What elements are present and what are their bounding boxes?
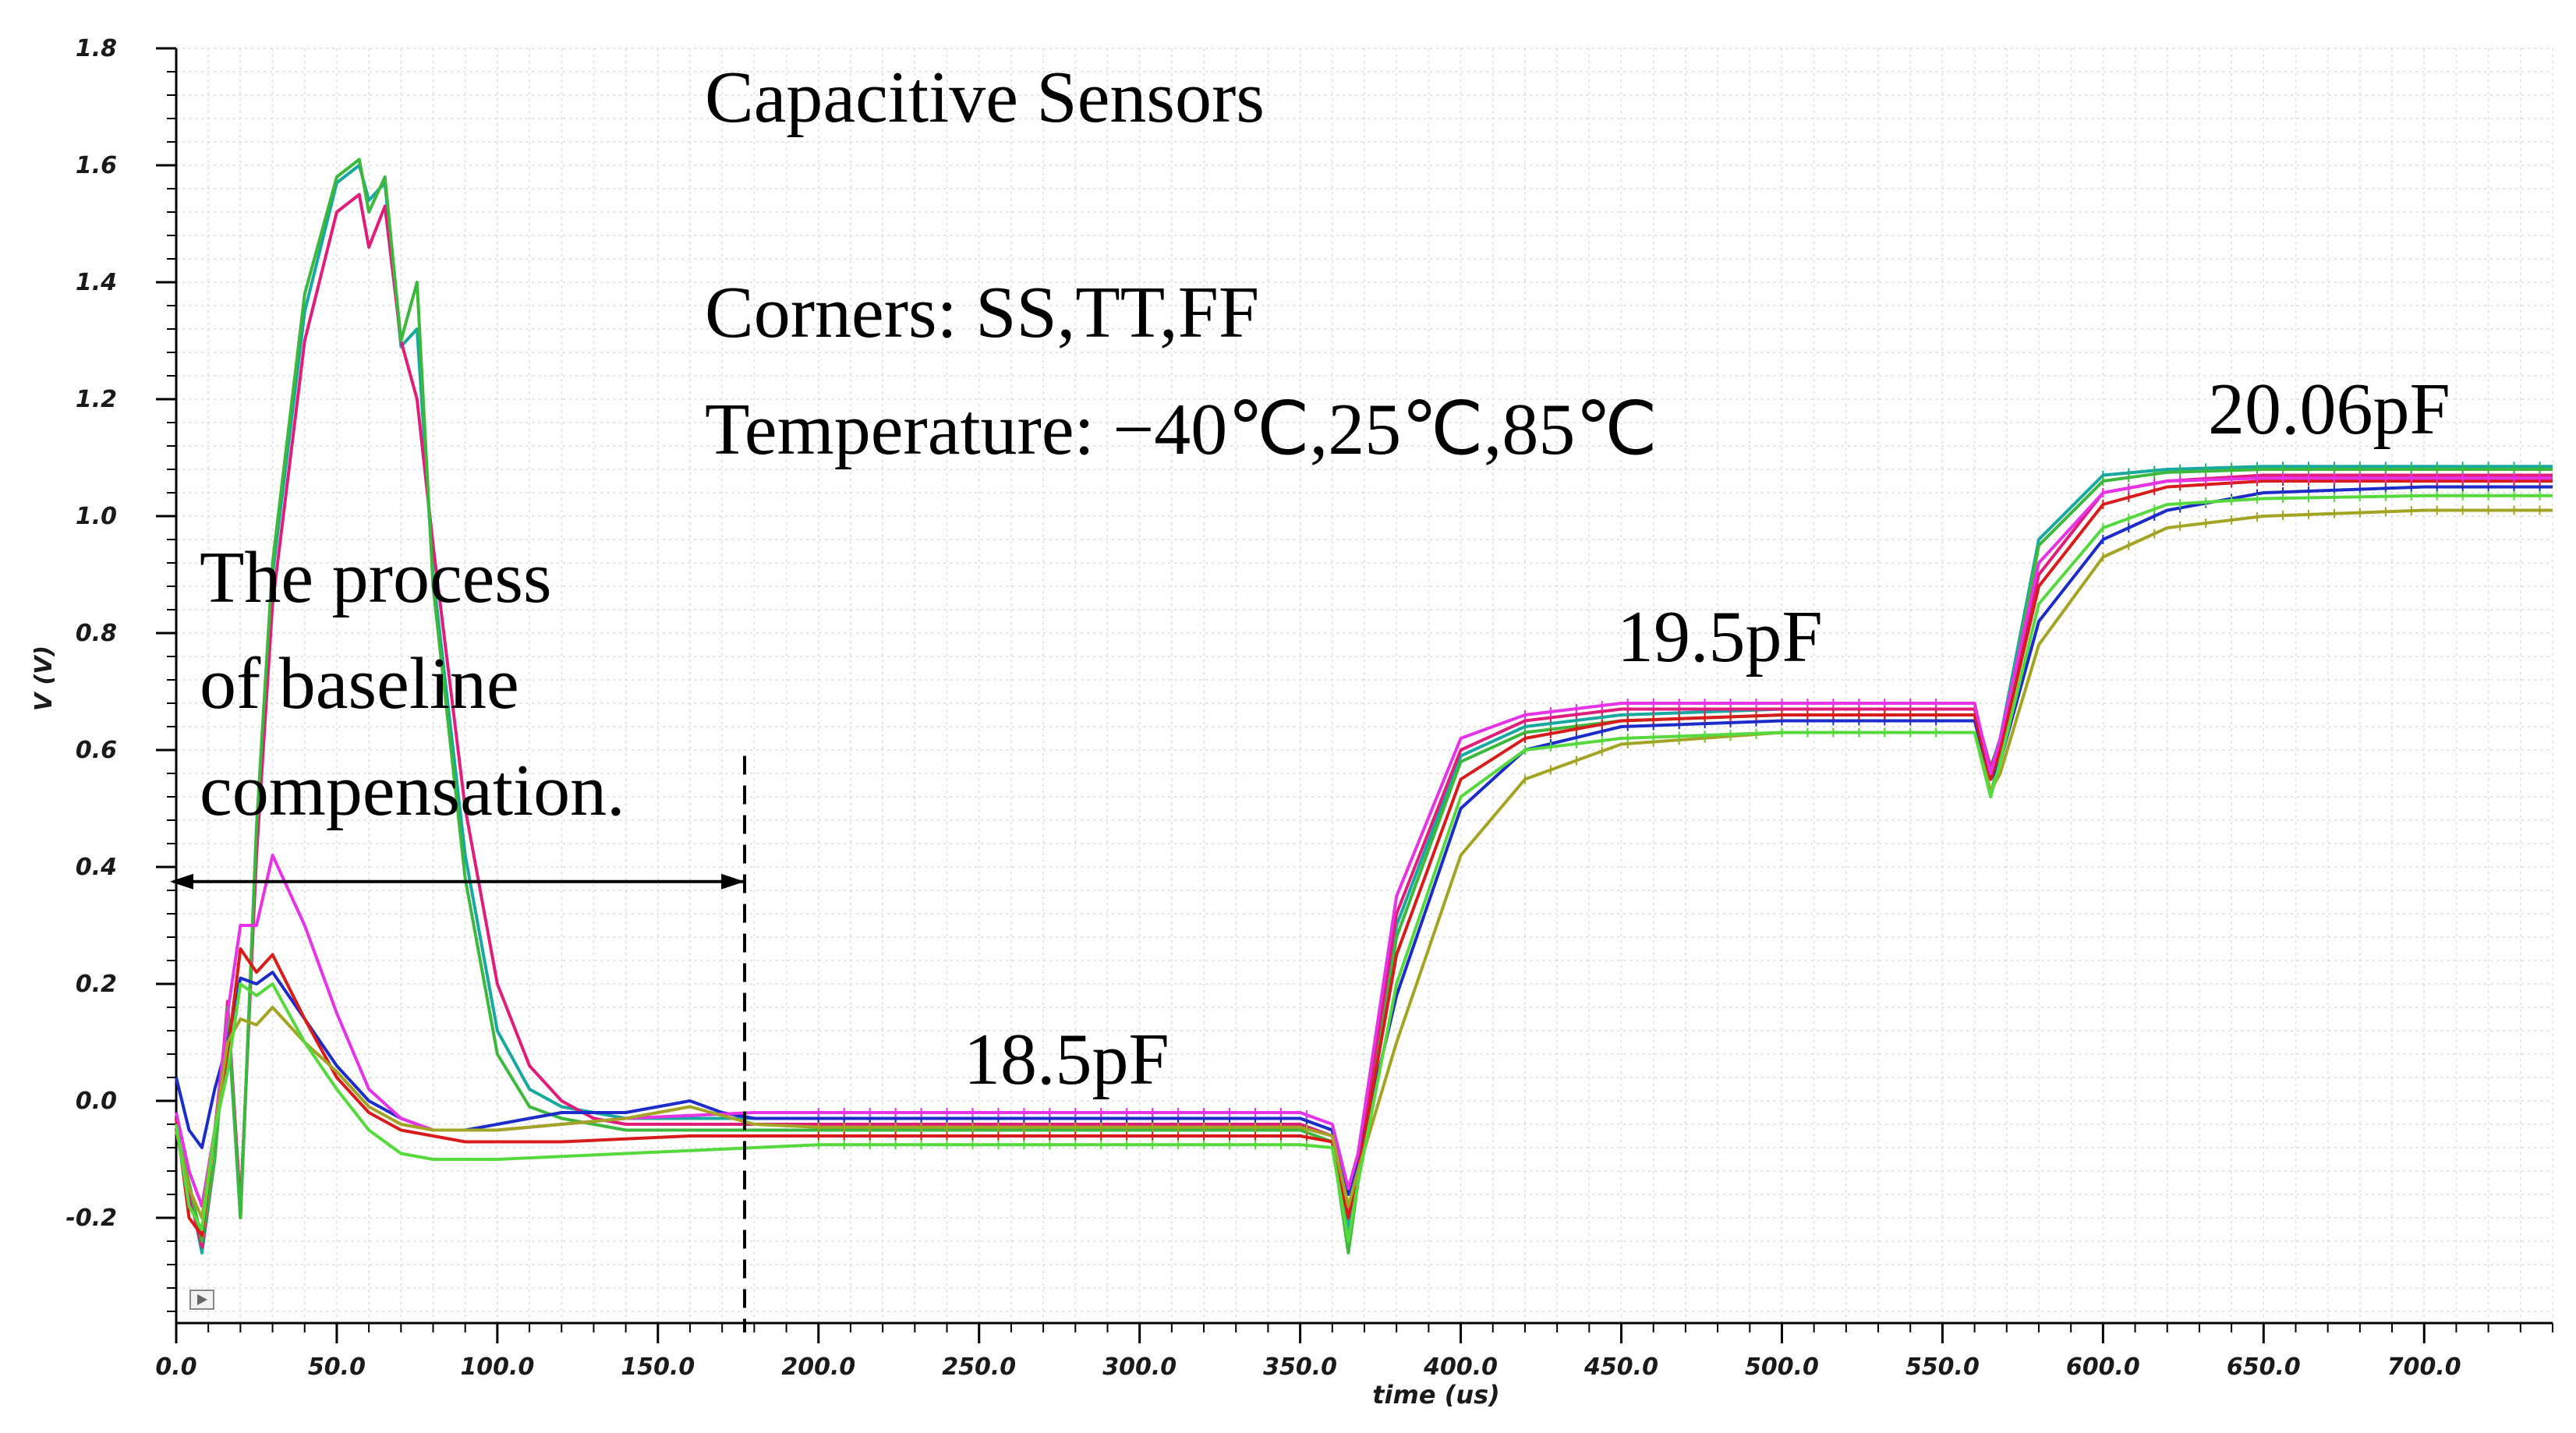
y-tick-label: 0.6 [76, 737, 117, 764]
y-tick-label: 1.8 [76, 35, 117, 62]
annotation-corners: Corners: SS,TT,FF [705, 272, 1259, 353]
series-line-5 [175, 479, 2553, 1237]
y-tick-label: 0.2 [76, 971, 117, 998]
series-line-6 [175, 476, 2553, 1208]
x-tick-label: 600.0 [2066, 1353, 2140, 1381]
overlay-layer [170, 755, 747, 1332]
grid-layer [175, 48, 2553, 1323]
x-tick-label: 350.0 [1263, 1353, 1337, 1381]
x-tick-label: 500.0 [1745, 1353, 1819, 1381]
x-tick-label: 200.0 [781, 1353, 855, 1381]
y-tick-label: 0.0 [76, 1088, 117, 1115]
play-marker-icon[interactable] [189, 1290, 214, 1310]
x-tick-label: 450.0 [1583, 1353, 1658, 1381]
label-20-06pf: 20.06pF [2208, 369, 2450, 450]
y-tick-label: 1.6 [76, 152, 117, 179]
baseline-arrow-left-head [170, 873, 193, 890]
x-tick-label: 100.0 [460, 1353, 534, 1381]
x-tick-label: 650.0 [2227, 1353, 2301, 1381]
y-tick-label: -0.2 [65, 1205, 117, 1232]
series-layer [175, 157, 2553, 1254]
x-tick-label: 550.0 [1905, 1353, 1980, 1381]
x-tick-label: 300.0 [1102, 1353, 1177, 1381]
annotation-baseline-line2: of baseline [200, 643, 519, 724]
label-19-5pf: 19.5pF [1617, 596, 1823, 678]
annotation-baseline-line3: compensation. [200, 750, 625, 831]
x-tick-label: 50.0 [308, 1353, 366, 1381]
chart-title: Capacitive Sensors [705, 57, 1265, 138]
x-axis-title: time (us) [1372, 1380, 1500, 1410]
x-tick-label: 400.0 [1423, 1353, 1498, 1381]
axis-layer: 0.0 50.0 100.0 150.0 200.0 250.0 300.0 350.0 400… [65, 35, 2553, 1381]
x-tick-label: 700.0 [2387, 1353, 2461, 1381]
series-line-8 [175, 494, 2553, 1243]
y-tick-label: 0.8 [76, 620, 117, 647]
annotation-temperature: Temperature: −40℃,25℃,85℃ [705, 389, 1658, 470]
y-tick-label: 1.2 [76, 386, 117, 413]
x-tick-label: 150.0 [621, 1353, 695, 1381]
y-tick-label: 1.0 [76, 503, 117, 530]
annotation-baseline-line1: The process [200, 537, 552, 618]
label-18-5pf: 18.5pF [964, 1019, 1169, 1100]
y-axis-title: V (V) [30, 646, 58, 711]
y-tick-label: 0.4 [76, 854, 117, 881]
x-tick-label: 250.0 [942, 1353, 1016, 1381]
x-tick-label: 0.0 [155, 1353, 196, 1381]
y-tick-label: 1.4 [76, 269, 117, 296]
baseline-arrow-right-head [721, 873, 745, 890]
